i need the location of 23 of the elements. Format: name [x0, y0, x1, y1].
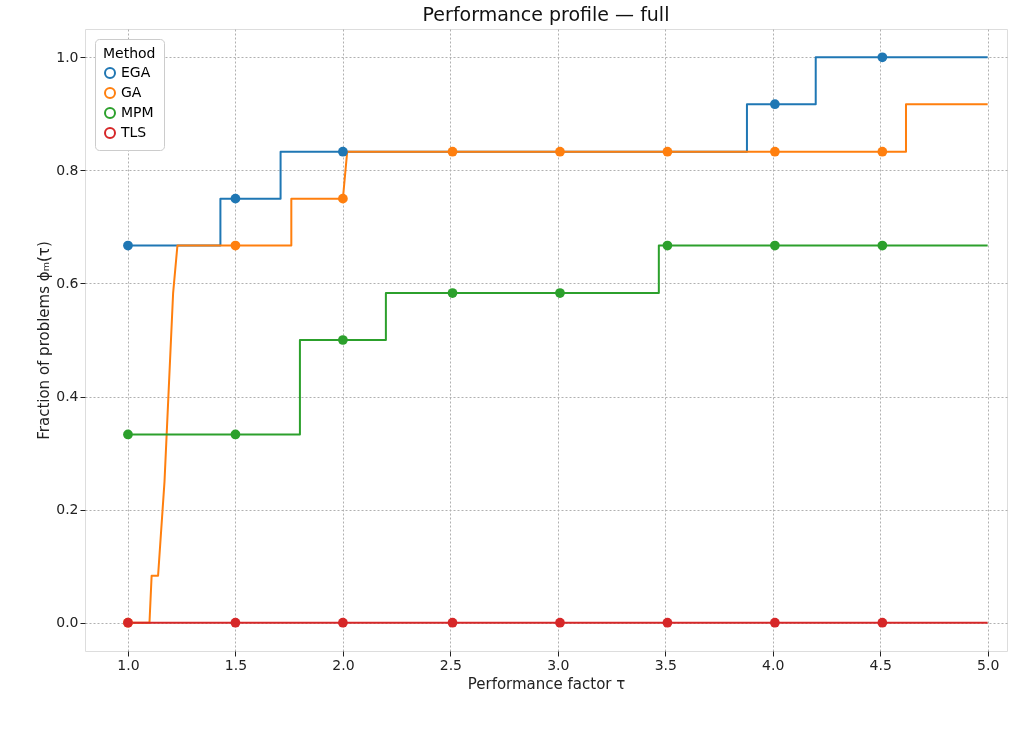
y-tick-label: 1.0: [56, 48, 79, 65]
legend-label: MPM: [121, 104, 154, 120]
x-tick-label: 4.5: [869, 656, 892, 673]
legend-title: Method: [103, 45, 156, 61]
y-tick-label: 0.4: [56, 388, 79, 405]
x-tick-label: 3.5: [654, 656, 677, 673]
y-tick-label: 0.2: [56, 501, 79, 518]
x-tick-label: 2.5: [439, 656, 462, 673]
y-tick-label: 0.0: [56, 614, 79, 631]
legend-label: EGA: [121, 64, 151, 80]
x-tick-label: 3.0: [547, 656, 570, 673]
x-tick-label: 4.0: [762, 656, 785, 673]
y-tick-label: 0.8: [56, 161, 79, 178]
x-tick-label: 2.0: [332, 656, 355, 673]
legend-label: GA: [121, 84, 142, 100]
y-axis-title: Fraction of problems ϕₘ(τ): [35, 241, 54, 440]
chart-title: Performance profile — full: [422, 3, 670, 25]
legend-label: TLS: [120, 124, 147, 140]
x-axis-title: Performance factor τ: [467, 674, 626, 693]
x-tick-label: 5.0: [977, 656, 1000, 673]
x-tick-label: 1.5: [224, 656, 248, 673]
x-tick-label: 1.0: [117, 656, 140, 673]
y-tick-label: 0.6: [56, 274, 79, 291]
